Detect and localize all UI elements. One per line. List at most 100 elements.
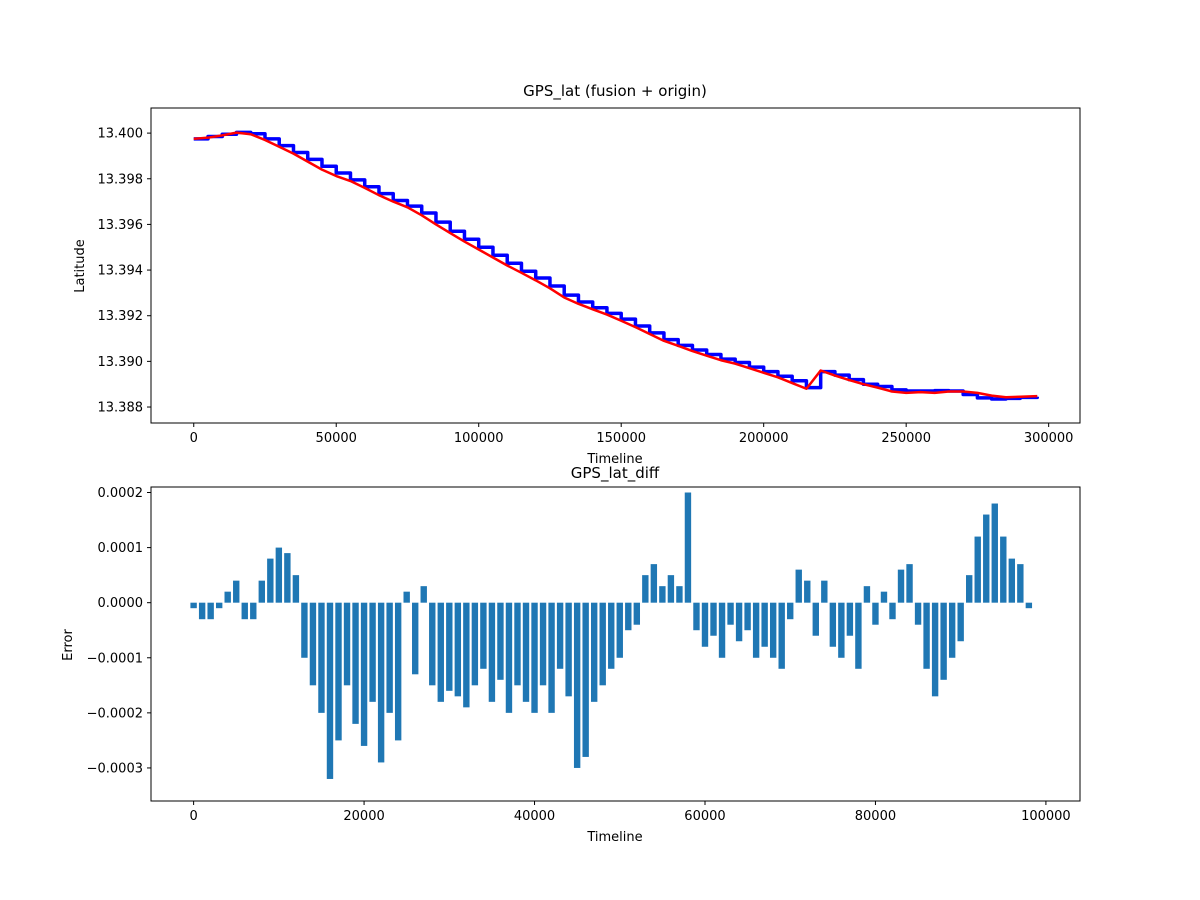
bar — [667, 575, 675, 603]
y-tick-label: 0.0000 — [98, 596, 144, 611]
bar — [752, 602, 760, 658]
bar — [650, 564, 658, 603]
bar — [556, 602, 564, 669]
bar — [386, 602, 393, 713]
bar — [991, 503, 998, 603]
x-tick-label: 300000 — [1024, 431, 1074, 446]
bar — [488, 602, 496, 702]
x-tick-label: 0 — [189, 809, 197, 824]
bar — [505, 602, 513, 713]
y-tick-label: −0.0002 — [87, 706, 143, 721]
x-tick-label: 250000 — [881, 431, 931, 446]
bar — [514, 602, 521, 686]
bar — [403, 591, 410, 603]
series-line — [193, 131, 1038, 399]
bar — [983, 514, 990, 603]
bar — [897, 569, 905, 603]
bar — [573, 602, 581, 768]
chart-title: GPS_lat (fusion + origin) — [523, 82, 707, 101]
bar — [616, 602, 623, 658]
bar — [369, 602, 376, 702]
bar — [420, 586, 427, 603]
axes-frame — [150, 486, 1081, 802]
bar — [215, 602, 223, 609]
bar — [429, 602, 436, 686]
bar — [599, 602, 606, 686]
bar — [258, 580, 265, 603]
bar — [727, 602, 734, 625]
bar — [301, 602, 308, 658]
x-tick-label: 80000 — [855, 809, 896, 824]
bar — [855, 602, 862, 669]
bar — [608, 602, 615, 669]
chart-title: GPS_lat_diff — [571, 464, 660, 483]
bar — [1017, 564, 1024, 603]
bar — [497, 602, 504, 680]
bar — [198, 602, 206, 620]
bar — [480, 602, 487, 669]
y-axis-label: Latitude — [73, 239, 88, 293]
bar — [326, 602, 334, 779]
bar — [539, 602, 547, 686]
bar — [412, 602, 419, 675]
bar — [437, 602, 444, 702]
y-tick-label: 13.396 — [98, 218, 144, 233]
bar — [914, 602, 922, 625]
series-line — [193, 130, 1039, 401]
axes: 0 50000 100000 150000 200000 250000 300000 13.3… — [98, 107, 1081, 446]
bar — [548, 602, 555, 713]
bar — [394, 602, 402, 741]
bar — [463, 602, 470, 708]
x-tick-label: 150000 — [596, 431, 646, 446]
bar — [1000, 536, 1007, 603]
plot-area — [190, 492, 1033, 779]
bar — [812, 602, 819, 636]
y-tick-label: 13.388 — [98, 401, 144, 416]
bar — [804, 580, 811, 603]
y-tick-label: 0.0001 — [98, 541, 144, 556]
axes: 0 20000 40000 60000 80000 100000 −0.0003 −0.000… — [87, 486, 1081, 824]
bar — [446, 602, 453, 691]
axes-frame — [150, 107, 1081, 424]
bar — [531, 602, 538, 713]
y-tick-label: −0.0003 — [87, 761, 143, 776]
plot-area — [193, 130, 1039, 401]
bar — [590, 602, 598, 702]
bar — [522, 602, 530, 702]
y-tick-label: 13.390 — [98, 355, 144, 370]
bar — [735, 602, 743, 642]
bar — [250, 602, 257, 620]
bar — [872, 602, 879, 625]
x-axis-label: Timeline — [586, 830, 642, 845]
bar — [275, 547, 283, 603]
bar — [889, 602, 896, 620]
bar — [966, 575, 973, 603]
chart-error: GPS_lat_diff 0 20000 40000 60000 80000 100000… — [61, 464, 1081, 845]
bar — [710, 602, 717, 636]
x-tick-label: 100000 — [454, 431, 504, 446]
y-tick-label: −0.0001 — [87, 651, 143, 666]
bar — [292, 575, 300, 603]
x-tick-label: 40000 — [514, 809, 555, 824]
bar — [207, 602, 214, 620]
bar — [846, 602, 854, 636]
bar — [309, 602, 317, 686]
x-tick-label: 20000 — [343, 809, 384, 824]
bar — [582, 602, 589, 757]
bar — [352, 602, 359, 724]
bar — [633, 602, 641, 625]
bar — [787, 602, 794, 620]
y-axis-label: Error — [61, 629, 76, 661]
bar — [625, 602, 632, 631]
bar — [676, 586, 683, 603]
bar — [642, 575, 649, 603]
bar — [718, 602, 726, 658]
bar — [923, 602, 930, 669]
bar — [190, 602, 197, 609]
bar — [795, 569, 802, 603]
y-tick-label: 13.398 — [98, 172, 144, 187]
bar — [659, 586, 666, 603]
bar — [377, 602, 385, 763]
bar — [761, 602, 768, 647]
